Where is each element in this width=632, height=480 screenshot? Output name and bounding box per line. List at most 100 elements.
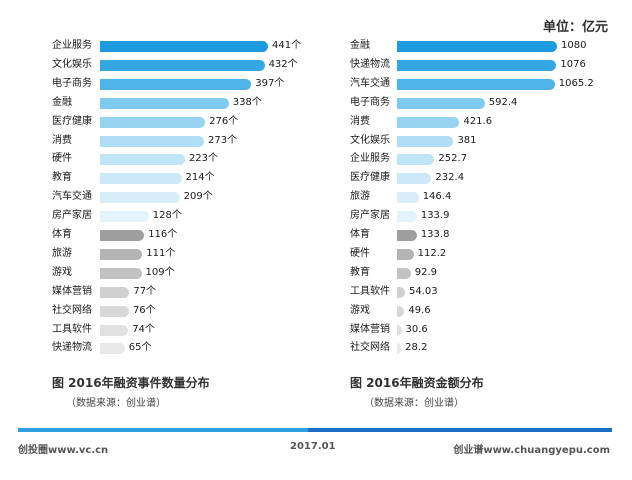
bar: [100, 248, 143, 260]
value-label: 28.2: [405, 342, 428, 354]
category-label: 硬件: [350, 247, 370, 259]
value-label: 421.6: [463, 115, 493, 127]
category-label: 社交网络: [350, 342, 390, 354]
bar: [397, 116, 460, 128]
value-label: 92.9: [414, 266, 438, 278]
category-label: 消费: [52, 134, 72, 146]
value-label: 209个: [183, 191, 213, 203]
bar: [397, 267, 411, 279]
chart-event-count: 企业服务 441个 文化娱乐 432个 电子商务 397个 金融 338个 医疗健康 276个 消费…: [52, 40, 302, 355]
value-label: 133.9: [420, 210, 450, 222]
category-label: 工具软件: [350, 285, 390, 297]
category-label: 企业服务: [52, 40, 92, 51]
category-label: 社交网络: [52, 304, 92, 316]
value-label: 338个: [232, 96, 262, 108]
category-label: 游戏: [52, 266, 72, 278]
category-label: 汽车交通: [350, 77, 390, 89]
category-label: 金融: [350, 40, 370, 51]
value-label: 232.4: [435, 172, 465, 184]
value-label: 133.8: [420, 229, 450, 240]
bar: [397, 78, 555, 90]
value-label: 1065.2: [558, 77, 594, 89]
bar: [100, 305, 129, 317]
footer-right-text: 创业谱www.chuangyepu.com: [453, 445, 610, 456]
bar: [397, 211, 417, 223]
bar: [100, 343, 125, 355]
category-label: 体育: [52, 229, 72, 240]
value-label: 276个: [209, 115, 239, 127]
unit-label: 单位：亿元: [542, 20, 608, 35]
bar: [397, 305, 405, 317]
category-label: 文化娱乐: [350, 134, 390, 146]
bar: [397, 324, 402, 336]
value-label: 432个: [268, 58, 298, 70]
bar: [100, 324, 129, 336]
category-label: 媒体营销: [52, 285, 92, 297]
category-label: 快递物流: [350, 58, 390, 70]
value-label: 116个: [148, 229, 178, 240]
value-label: 65个: [128, 342, 152, 354]
value-label: 112.2: [417, 247, 447, 259]
bar: [397, 173, 432, 185]
value-label: 77个: [133, 285, 157, 297]
bar: [100, 230, 145, 241]
bar: [397, 286, 405, 298]
value-label: 223个: [188, 153, 219, 165]
value-label: 49.6: [408, 304, 431, 316]
footer-left-text: 创投圈www.vc.cn: [18, 445, 109, 456]
footer-date: 2017.01: [290, 441, 336, 452]
bar: [397, 343, 402, 355]
bar: [100, 59, 265, 71]
value-label: 441个: [272, 40, 302, 51]
category-label: 医疗健康: [52, 115, 92, 127]
value-label: 128个: [152, 210, 182, 222]
category-label: 旅游: [350, 191, 370, 203]
bar: [100, 41, 268, 52]
value-label: 1076: [560, 58, 586, 70]
category-label: 消费: [350, 115, 370, 127]
footer-divider-right: [308, 428, 612, 432]
value-label: 397个: [255, 77, 285, 89]
category-label: 硬件: [52, 153, 72, 165]
category-label: 金融: [52, 96, 72, 108]
category-label: 房产家居: [350, 210, 390, 222]
chart-right-source: （数据来源：创业谱）: [364, 398, 464, 409]
bar: [100, 267, 142, 279]
value-label: 111个: [146, 247, 176, 259]
bar: [100, 286, 130, 298]
value-label: 146.4: [422, 191, 452, 203]
value-label: 252.7: [438, 153, 468, 165]
category-label: 教育: [350, 266, 370, 278]
chart-left-title: 图 2016年融资事件数量分布: [52, 376, 210, 390]
bar: [100, 173, 182, 185]
bar: [397, 230, 417, 241]
value-label: 109个: [145, 266, 175, 278]
chart-funding-amount: 金融 1080 快递物流 1076 汽车交通 1065.2 电子商务 592.4 消费 421.6…: [350, 40, 594, 355]
value-label: 214个: [185, 172, 215, 184]
chart-right-title: 图 2016年融资金额分布: [350, 376, 484, 390]
category-label: 媒体营销: [350, 323, 390, 335]
value-label: 30.6: [405, 323, 428, 335]
bar: [397, 135, 454, 147]
bar: [100, 192, 180, 204]
category-label: 旅游: [52, 247, 72, 259]
bar: [397, 192, 419, 204]
bar: [100, 116, 206, 128]
bar: [100, 78, 252, 90]
category-label: 汽车交通: [52, 191, 92, 203]
category-label: 企业服务: [350, 153, 390, 165]
bar: [100, 135, 204, 147]
footer-divider-left: [18, 428, 308, 432]
category-label: 体育: [350, 229, 370, 240]
category-label: 快递物流: [52, 342, 92, 354]
bar: [397, 248, 414, 260]
category-label: 文化娱乐: [52, 58, 92, 70]
bar: [397, 41, 557, 52]
category-label: 工具软件: [52, 323, 92, 335]
value-label: 592.4: [488, 96, 518, 108]
category-label: 游戏: [350, 304, 370, 316]
category-label: 教育: [52, 172, 72, 184]
value-label: 273个: [208, 134, 238, 146]
bar: [397, 59, 557, 71]
